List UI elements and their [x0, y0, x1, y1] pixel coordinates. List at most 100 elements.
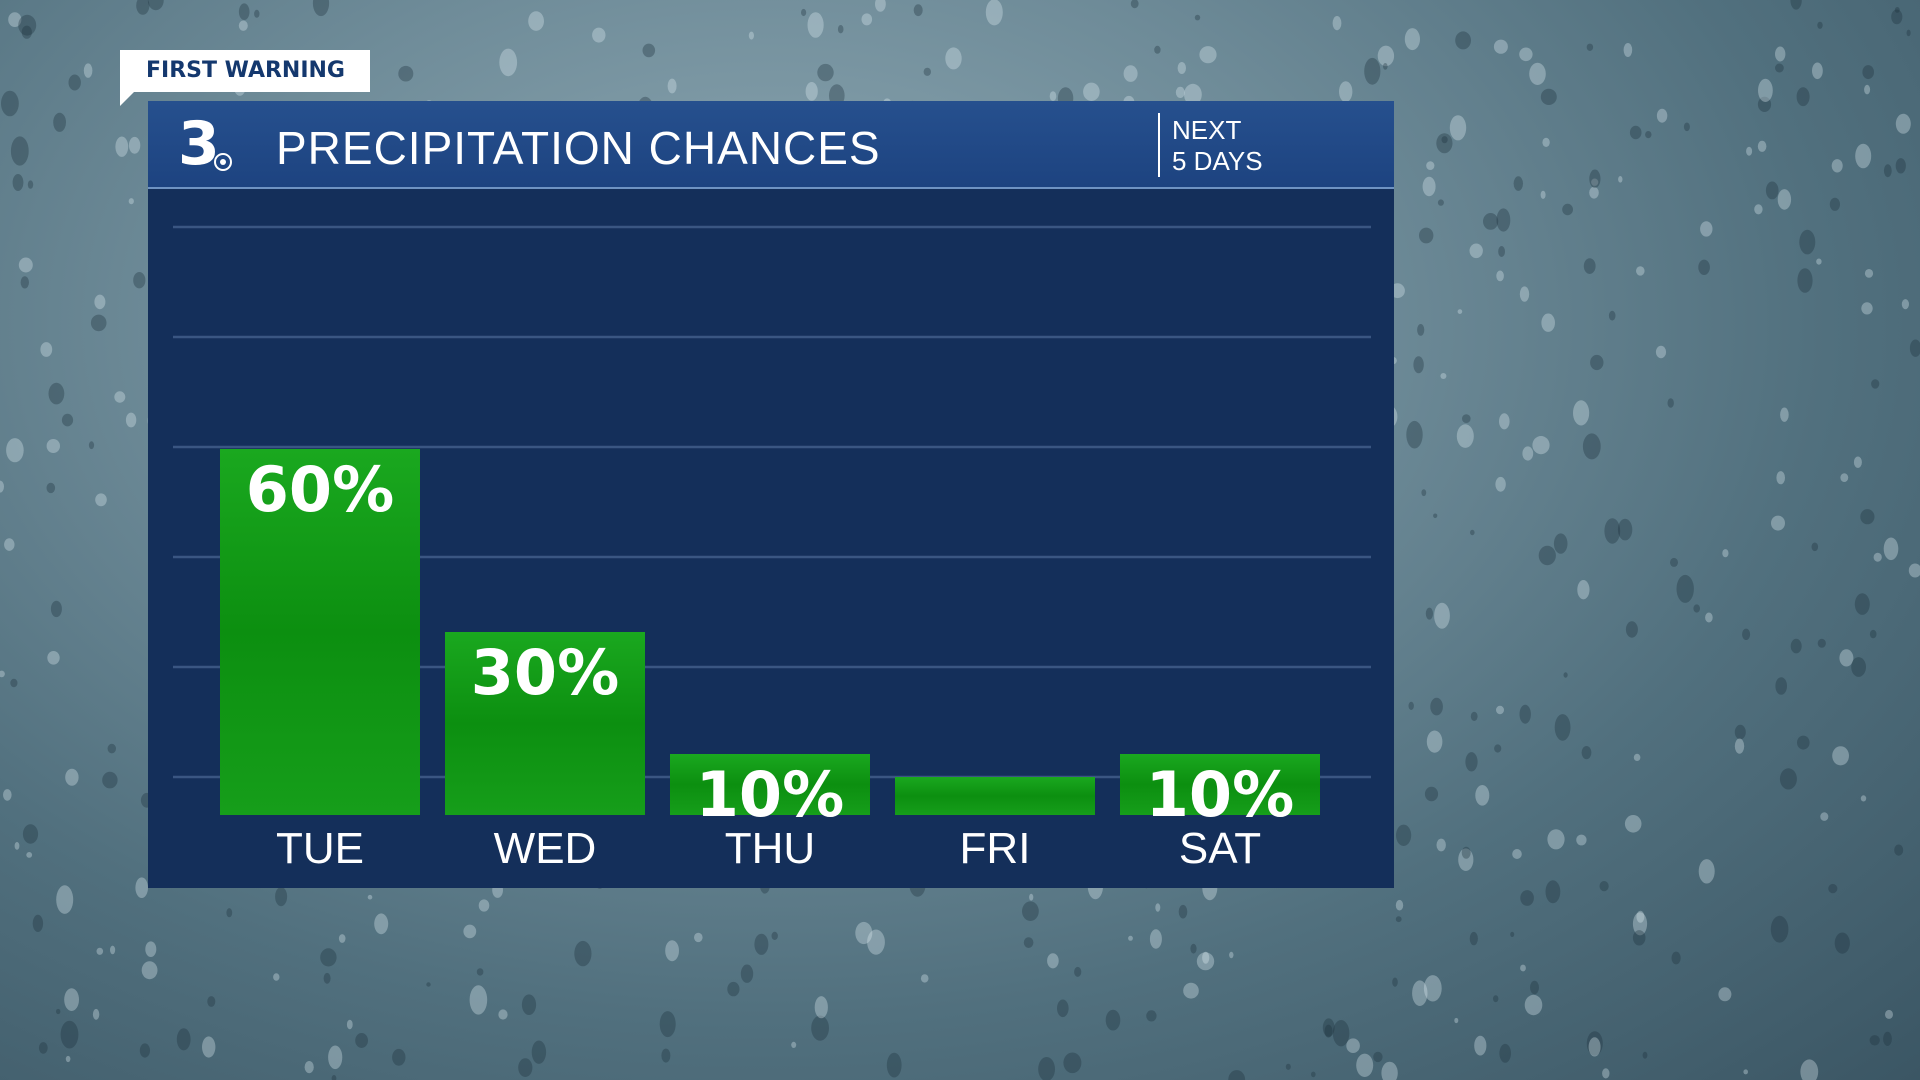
raindrop [1617, 518, 1633, 541]
raindrop [1851, 657, 1866, 677]
raindrop [1718, 987, 1732, 1002]
raindrop [1799, 229, 1816, 255]
raindrop [1422, 176, 1436, 197]
raindrop [68, 74, 81, 91]
raindrop [1190, 943, 1197, 954]
raindrop [1670, 557, 1678, 567]
raindrop [128, 198, 134, 205]
raindrop [463, 924, 477, 939]
raindrop [1589, 169, 1601, 188]
raindrop [1433, 513, 1438, 519]
raindrop [1895, 158, 1906, 174]
raindrop [1022, 901, 1039, 921]
raindrop [8, 12, 22, 27]
raindrop [1494, 744, 1502, 753]
raindrop [1883, 537, 1899, 561]
raindrop [1469, 931, 1478, 946]
raindrop [1573, 400, 1590, 426]
raindrop [1496, 705, 1504, 715]
chart-header: 3 PRECIPITATION CHANCES NEXT 5 DAYS [148, 101, 1394, 189]
bar-wed [445, 632, 645, 815]
raindrop [1655, 345, 1667, 359]
raindrop [141, 961, 158, 980]
raindrop [1063, 1052, 1082, 1074]
raindrop [10, 136, 29, 166]
raindrop [1530, 980, 1539, 995]
raindrop [0, 480, 4, 493]
raindrop [814, 996, 828, 1019]
raindrop [791, 1041, 797, 1048]
raindrop [771, 931, 778, 941]
raindrop [367, 894, 373, 900]
raindrop [1177, 62, 1187, 74]
raindrop [1029, 893, 1034, 901]
raindrop [1395, 899, 1404, 911]
raindrop [1178, 904, 1188, 919]
raindrop [1734, 738, 1745, 754]
raindrop [1545, 880, 1561, 904]
raindrop [1908, 563, 1920, 578]
raindrop [1524, 994, 1543, 1016]
raindrop [1522, 446, 1534, 461]
raindrop [331, 1075, 337, 1080]
raindrop [1440, 373, 1447, 379]
raindrop [1873, 552, 1882, 562]
raindrop [1676, 574, 1694, 603]
raindrop [1436, 133, 1453, 154]
category-label-wed: WED [494, 824, 597, 873]
category-label-tue: TUE [276, 824, 364, 873]
raindrop [1392, 977, 1398, 987]
raindrop [1864, 269, 1874, 278]
raindrop [207, 996, 216, 1007]
raindrop [1583, 258, 1596, 274]
raindrop [1581, 746, 1592, 760]
bar-sat [1120, 754, 1320, 815]
raindrop [1894, 844, 1904, 856]
raindrop [1406, 420, 1423, 449]
raindrop [1885, 1009, 1893, 1019]
raindrop [518, 1058, 533, 1077]
raindrop [1562, 203, 1573, 216]
raindrop [1828, 883, 1838, 894]
raindrop [476, 968, 484, 976]
raindrop [1817, 638, 1826, 648]
raindrop [0, 670, 5, 678]
raindrop [985, 0, 1003, 26]
raindrop [1775, 677, 1787, 695]
raindrop [801, 8, 807, 17]
raindrop [398, 65, 414, 82]
raindrop [1146, 1010, 1157, 1022]
raindrop [1790, 0, 1802, 10]
raindrop [1588, 1037, 1601, 1057]
raindrop [1373, 1051, 1383, 1063]
raindrop [1519, 704, 1531, 724]
raindrop [88, 441, 95, 450]
raindrop [1636, 910, 1645, 923]
raindrop [837, 25, 844, 34]
raindrop [238, 3, 250, 20]
raindrop [1629, 125, 1642, 140]
raindrop [18, 14, 37, 36]
raindrop [1404, 28, 1420, 51]
raindrop [1123, 65, 1138, 82]
raindrop [40, 342, 53, 357]
raindrop [1861, 302, 1873, 315]
raindrop [1154, 45, 1161, 54]
raindrop [1456, 424, 1474, 448]
raindrop [1693, 604, 1700, 613]
raindrop [1105, 1009, 1121, 1031]
raindrop [1624, 815, 1642, 833]
raindrop [83, 63, 93, 78]
raindrop [1765, 181, 1779, 200]
raindrop [1586, 1031, 1603, 1056]
raindrop [61, 413, 74, 427]
raindrop [1563, 672, 1568, 678]
raindrop [65, 768, 79, 786]
value-label-sat: 10% [1146, 758, 1294, 831]
raindrop [659, 1011, 676, 1038]
raindrop [1746, 146, 1753, 156]
raindrop [1542, 137, 1550, 147]
raindrop [1311, 1071, 1316, 1078]
raindrop [338, 934, 346, 943]
raindrop [1377, 45, 1395, 67]
